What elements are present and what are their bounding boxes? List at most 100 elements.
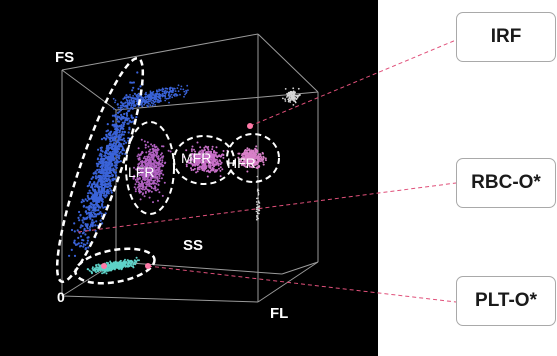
point bbox=[103, 185, 107, 188]
point bbox=[286, 92, 288, 95]
point bbox=[290, 93, 293, 95]
point bbox=[96, 203, 99, 207]
point bbox=[146, 141, 149, 144]
point bbox=[131, 108, 134, 110]
point bbox=[264, 159, 267, 162]
point bbox=[79, 235, 83, 238]
point bbox=[290, 97, 292, 100]
point bbox=[261, 158, 264, 160]
point bbox=[132, 265, 134, 268]
point bbox=[253, 163, 256, 166]
point bbox=[167, 91, 170, 94]
point bbox=[147, 158, 149, 161]
point bbox=[146, 166, 149, 169]
point bbox=[105, 272, 108, 275]
point bbox=[138, 182, 141, 185]
point bbox=[295, 94, 298, 97]
point bbox=[203, 163, 206, 166]
point bbox=[199, 146, 202, 149]
point bbox=[290, 94, 293, 97]
point bbox=[219, 166, 222, 169]
region-label-lfr: LFR bbox=[128, 164, 154, 180]
point bbox=[134, 183, 137, 186]
point bbox=[133, 176, 135, 179]
point bbox=[79, 226, 82, 229]
point bbox=[103, 194, 106, 197]
point bbox=[144, 143, 147, 146]
point bbox=[119, 260, 121, 263]
point bbox=[144, 146, 147, 149]
point bbox=[98, 154, 101, 157]
point bbox=[262, 161, 265, 164]
point bbox=[193, 162, 196, 165]
point bbox=[143, 140, 146, 143]
point bbox=[84, 210, 88, 213]
point bbox=[98, 170, 101, 173]
point bbox=[207, 170, 210, 173]
point bbox=[135, 168, 138, 171]
point bbox=[130, 114, 133, 117]
point bbox=[250, 161, 253, 164]
point bbox=[143, 170, 146, 173]
point bbox=[148, 196, 151, 199]
point bbox=[147, 100, 150, 103]
point bbox=[130, 265, 133, 267]
point bbox=[158, 180, 161, 183]
point bbox=[256, 217, 259, 219]
point bbox=[249, 153, 252, 155]
cube-edge-9 bbox=[61, 69, 117, 111]
point bbox=[117, 160, 121, 163]
point bbox=[143, 155, 146, 158]
point bbox=[87, 246, 90, 249]
point bbox=[119, 160, 122, 163]
point bbox=[107, 136, 110, 139]
point bbox=[79, 244, 83, 247]
point bbox=[187, 159, 190, 162]
point bbox=[94, 170, 97, 173]
point bbox=[114, 265, 117, 268]
point bbox=[139, 160, 142, 163]
point bbox=[241, 161, 244, 164]
point bbox=[101, 150, 104, 153]
point bbox=[96, 213, 99, 216]
point bbox=[97, 209, 100, 212]
point bbox=[114, 144, 117, 147]
point bbox=[203, 149, 206, 152]
point bbox=[97, 188, 100, 191]
point bbox=[206, 147, 209, 149]
point bbox=[78, 219, 81, 222]
point bbox=[209, 167, 212, 170]
point bbox=[135, 256, 138, 259]
point bbox=[77, 216, 80, 219]
callout-irf: IRF bbox=[456, 12, 556, 62]
point bbox=[90, 177, 93, 180]
point bbox=[298, 94, 300, 97]
point bbox=[165, 97, 168, 100]
point bbox=[100, 268, 103, 271]
point bbox=[138, 162, 141, 165]
point bbox=[287, 95, 290, 97]
point bbox=[150, 182, 152, 185]
point bbox=[255, 206, 258, 209]
point bbox=[129, 81, 132, 84]
point bbox=[157, 199, 159, 202]
point bbox=[134, 260, 137, 263]
point bbox=[123, 263, 126, 266]
point bbox=[121, 102, 123, 104]
point bbox=[197, 166, 199, 169]
cube-edge-1 bbox=[61, 33, 259, 71]
point bbox=[132, 86, 135, 89]
point bbox=[217, 162, 220, 165]
point bbox=[104, 183, 107, 186]
point bbox=[162, 173, 165, 176]
point bbox=[161, 194, 164, 197]
cluster-lfr bbox=[132, 138, 172, 204]
point bbox=[133, 186, 136, 189]
axis-label-fl: FL bbox=[270, 305, 288, 322]
point bbox=[220, 154, 223, 156]
point bbox=[185, 92, 187, 95]
cluster-outlines bbox=[55, 56, 280, 285]
point bbox=[203, 165, 206, 168]
point bbox=[113, 147, 116, 150]
point bbox=[93, 268, 96, 271]
